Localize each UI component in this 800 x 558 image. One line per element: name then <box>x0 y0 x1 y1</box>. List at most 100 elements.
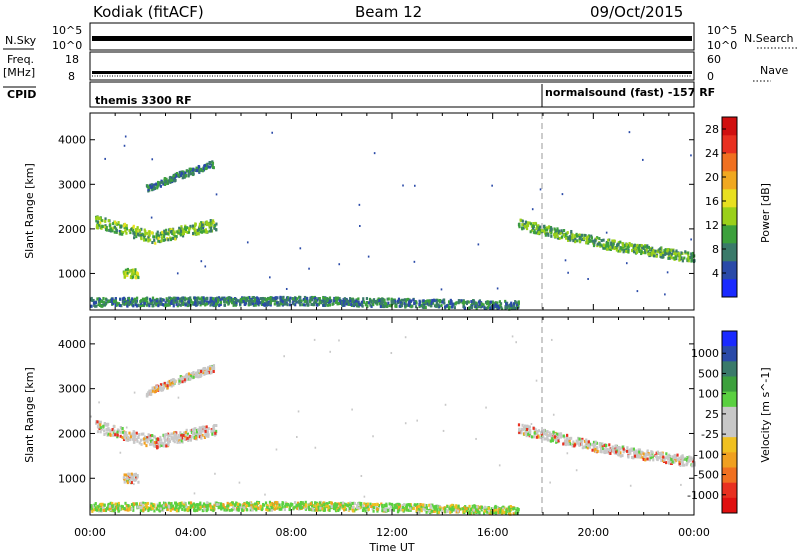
velocity-range-cell <box>149 439 153 443</box>
power-range-cell <box>314 296 317 300</box>
power-range-cell <box>122 300 125 304</box>
power-range-cell <box>523 223 526 227</box>
velocity-range-cell <box>409 508 412 512</box>
power-range-cell <box>468 306 471 310</box>
velocity-range-cell <box>669 455 672 459</box>
velocity-range-cell <box>192 502 195 506</box>
power-range-cell <box>104 157 106 160</box>
power-range-cell <box>573 235 576 239</box>
velocity-range-cell <box>650 453 653 457</box>
velocity-range-cell <box>156 504 160 508</box>
power-range-cell <box>687 256 690 260</box>
velocity-range-cell <box>210 365 213 369</box>
velocity-range-cell <box>296 501 300 505</box>
power-range-cell <box>638 250 641 254</box>
velocity-range-cell <box>246 508 249 512</box>
power-range-cell <box>132 231 135 235</box>
power-range-cell <box>117 221 120 225</box>
velocity-range-cell <box>274 500 277 504</box>
velocity-range-cell <box>205 505 208 509</box>
velocity-range-cell <box>487 509 491 513</box>
power-range-cell <box>137 304 140 308</box>
velocity-range-cell <box>182 431 186 435</box>
power-colorbar-tick-label: 16 <box>705 195 719 208</box>
power-range-cell <box>310 302 313 306</box>
power-range-cell <box>132 304 135 308</box>
velocity-range-cell <box>130 472 133 476</box>
cpid-segment-2: normalsound (fast) -157 RF <box>545 86 715 99</box>
power-range-cell <box>545 226 549 230</box>
power-range-cell <box>204 265 207 268</box>
velocity-range-cell <box>259 505 262 509</box>
velocity-range-cell <box>432 509 435 513</box>
velocity-range-cell <box>344 507 347 511</box>
power-range-cell <box>125 224 128 228</box>
power-range-cell <box>667 256 670 260</box>
velocity-range-cell <box>138 441 141 445</box>
power-range-cell <box>678 256 681 260</box>
power-range-cell <box>111 229 114 233</box>
velocity-range-cell <box>303 506 307 510</box>
velocity-range-cell <box>238 481 241 484</box>
velocity-range-cell <box>211 429 214 433</box>
power-range-cell <box>403 298 407 302</box>
velocity-range-cell <box>651 455 654 459</box>
power-range-cell <box>528 221 531 225</box>
velocity-range-cell <box>183 501 186 505</box>
velocity-range-cell <box>146 438 149 442</box>
velocity-range-cell <box>584 443 587 447</box>
power-range-cell <box>196 302 199 306</box>
velocity-range-cell <box>172 383 175 387</box>
power-range-cell <box>162 298 165 302</box>
velocity-range-cell <box>332 505 335 509</box>
power-range-cell <box>561 235 564 239</box>
velocity-range-cell <box>642 457 645 461</box>
nsky-tick-bottom: 10^0 <box>52 39 82 52</box>
power-range-cell <box>621 241 624 245</box>
power-range-cell <box>151 241 154 245</box>
power-range-cell <box>115 227 118 231</box>
power-range-cell <box>123 226 126 230</box>
power-range-cell <box>555 231 558 235</box>
power-range-cell <box>96 297 99 301</box>
power-range-cell <box>451 302 454 306</box>
velocity-range-cell <box>329 350 332 353</box>
velocity-range-cell <box>542 428 546 432</box>
power-range-cell <box>205 300 209 304</box>
power-range-cell <box>627 250 630 254</box>
power-range-cell <box>175 235 178 239</box>
velocity-range-cell <box>153 386 156 390</box>
velocity-range-cell <box>198 369 201 373</box>
velocity-range-cell <box>205 425 208 429</box>
power-range-cell <box>522 226 525 230</box>
velocity-range-cell <box>188 508 192 512</box>
velocity-range-cell <box>422 507 425 511</box>
velocity-range-cell <box>478 510 481 514</box>
power-range-cell <box>98 298 102 302</box>
power-range-cell <box>504 307 507 311</box>
velocity-range-cell <box>162 444 165 448</box>
power-range-cell <box>486 300 489 304</box>
velocity-range-cell <box>162 442 165 446</box>
velocity-range-cell <box>532 435 536 439</box>
power-range-cell <box>532 226 535 230</box>
power-range-cell <box>124 135 127 138</box>
velocity-range-cell <box>148 434 151 438</box>
power-range-cell <box>108 299 111 303</box>
velocity-range-cell <box>363 495 366 498</box>
power-range-cell <box>318 300 322 304</box>
power-range-cell <box>442 298 446 302</box>
velocity-range-cell <box>155 385 159 389</box>
velocity-range-cell <box>221 506 225 510</box>
velocity-range-cell <box>497 510 500 514</box>
velocity-range-cell <box>151 441 154 445</box>
velocity-range-cell <box>179 504 182 508</box>
power-range-cell <box>171 232 174 236</box>
velocity-range-cell <box>158 444 162 448</box>
power-range-cell <box>123 275 126 279</box>
power-range-cell <box>99 217 102 221</box>
velocity-range-cell <box>172 432 175 436</box>
velocity-range-cell <box>535 430 539 434</box>
power-range-cell <box>604 246 607 250</box>
velocity-range-cell <box>170 384 173 388</box>
